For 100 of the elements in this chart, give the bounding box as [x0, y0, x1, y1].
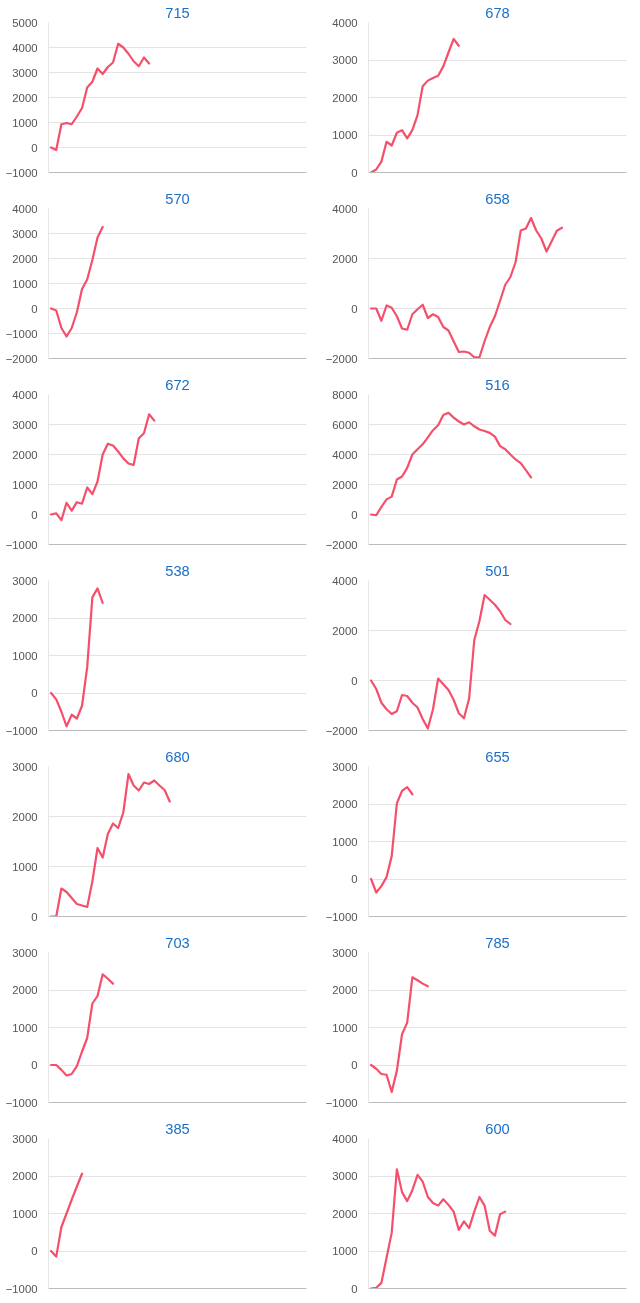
- y-tick-label: 1000: [12, 860, 38, 873]
- y-tick-label: 4000: [332, 448, 358, 461]
- y-tick-label: 0: [351, 508, 358, 521]
- line-series: [49, 413, 156, 522]
- y-tick-label: 3000: [12, 946, 38, 959]
- y-tick-label: 2000: [12, 810, 38, 823]
- y-tick-label: −1000: [5, 1282, 38, 1295]
- chart-title: 785: [485, 934, 510, 951]
- line-series: [49, 1172, 84, 1258]
- y-tick-label: 0: [31, 302, 38, 315]
- y-tick-label: 3000: [12, 574, 38, 587]
- y-tick-label: 1000: [332, 1021, 358, 1034]
- y-tick-label: 3000: [12, 1132, 38, 1145]
- y-tick-label: 4000: [332, 202, 358, 215]
- y-tick-label: 4000: [332, 574, 358, 587]
- y-tick-label: 3000: [332, 946, 358, 959]
- chart-title: 385: [165, 1120, 190, 1137]
- y-tick-label: −1000: [325, 910, 358, 923]
- y-tick-label: 0: [351, 1282, 358, 1295]
- y-tick-label: 0: [351, 302, 358, 315]
- y-tick-label: 4000: [12, 202, 38, 215]
- y-tick-label: 2000: [12, 448, 38, 461]
- y-tick-label: 0: [31, 508, 38, 521]
- y-tick-label: 2000: [12, 252, 38, 265]
- line-series: [369, 216, 564, 359]
- y-tick-label: 0: [351, 166, 358, 179]
- y-tick-label: −2000: [5, 352, 38, 365]
- y-tick-label: 2000: [332, 478, 358, 491]
- y-tick-label: −1000: [5, 724, 38, 737]
- y-tick-label: 4000: [12, 41, 38, 54]
- y-tick-label: 1000: [12, 1021, 38, 1034]
- y-tick-label: 0: [31, 1059, 38, 1071]
- y-tick-label: 1000: [12, 277, 38, 290]
- y-tick-label: 0: [31, 687, 38, 699]
- y-tick-label: 4000: [332, 1132, 358, 1145]
- y-tick-label: 4000: [332, 16, 358, 29]
- line-series: [369, 786, 414, 894]
- line-series: [369, 976, 429, 1094]
- y-tick-label: 2000: [332, 1207, 358, 1220]
- chart-title: 658: [485, 190, 510, 207]
- chart-title: 516: [485, 376, 510, 393]
- chart-title: 538: [165, 562, 190, 579]
- y-tick-label: 1000: [12, 649, 38, 662]
- y-tick-label: 3000: [12, 227, 38, 240]
- y-tick-label: −2000: [325, 724, 358, 737]
- chart-title: 703: [165, 934, 190, 951]
- y-tick-label: 5000: [12, 16, 38, 29]
- chart-title: 501: [485, 562, 510, 579]
- y-tick-label: −1000: [5, 538, 38, 551]
- y-tick-label: 2000: [332, 91, 358, 104]
- y-tick-label: 1000: [12, 1207, 38, 1220]
- y-tick-label: 1000: [332, 129, 358, 141]
- y-tick-label: 3000: [12, 418, 38, 431]
- y-tick-label: 2000: [332, 984, 358, 996]
- y-tick-label: 0: [31, 1245, 38, 1257]
- line-series: [369, 593, 512, 730]
- y-tick-label: −2000: [325, 352, 358, 365]
- line-series: [49, 587, 104, 728]
- y-tick-label: 2000: [332, 624, 358, 637]
- y-tick-label: 3000: [332, 760, 358, 773]
- line-series: [369, 411, 533, 517]
- line-series: [49, 973, 115, 1077]
- y-tick-label: −1000: [5, 1096, 38, 1109]
- y-tick-label: 4000: [12, 388, 38, 401]
- y-tick-label: −1000: [325, 1096, 358, 1109]
- y-tick-label: 0: [31, 910, 38, 923]
- y-tick-label: −2000: [325, 538, 358, 551]
- y-tick-label: −1000: [5, 327, 38, 340]
- y-tick-label: 1000: [12, 116, 38, 129]
- y-tick-label: 3000: [332, 54, 358, 66]
- y-tick-label: 2000: [332, 798, 358, 810]
- y-tick-label: 3000: [332, 1170, 358, 1182]
- chart-title: 672: [165, 376, 190, 393]
- line-series: [369, 37, 460, 173]
- y-tick-label: 6000: [332, 418, 358, 431]
- line-series: [49, 772, 171, 917]
- y-tick-label: 1000: [332, 835, 358, 848]
- y-tick-label: 0: [351, 1059, 358, 1071]
- y-tick-label: 2000: [12, 91, 38, 104]
- y-tick-label: 2000: [332, 252, 358, 265]
- line-series: [49, 42, 151, 152]
- y-tick-label: 0: [351, 674, 358, 687]
- y-tick-label: −1000: [5, 166, 38, 179]
- line-series: [369, 1168, 507, 1289]
- chart-title: 715: [165, 4, 190, 21]
- chart-title: 678: [485, 4, 510, 21]
- y-tick-label: 1000: [12, 478, 38, 491]
- y-tick-label: 1000: [332, 1245, 358, 1257]
- y-tick-label: 2000: [12, 612, 38, 624]
- y-tick-label: 3000: [12, 66, 38, 79]
- y-tick-label: 8000: [332, 388, 358, 401]
- chart-title: 570: [165, 190, 190, 207]
- y-tick-label: 2000: [12, 1170, 38, 1182]
- y-tick-label: 2000: [12, 984, 38, 996]
- chart-title: 655: [485, 748, 510, 765]
- line-series: [49, 225, 104, 338]
- y-tick-label: 0: [351, 873, 358, 885]
- y-tick-label: 3000: [12, 760, 38, 773]
- y-tick-label: 0: [31, 141, 38, 154]
- chart-title: 600: [485, 1120, 510, 1137]
